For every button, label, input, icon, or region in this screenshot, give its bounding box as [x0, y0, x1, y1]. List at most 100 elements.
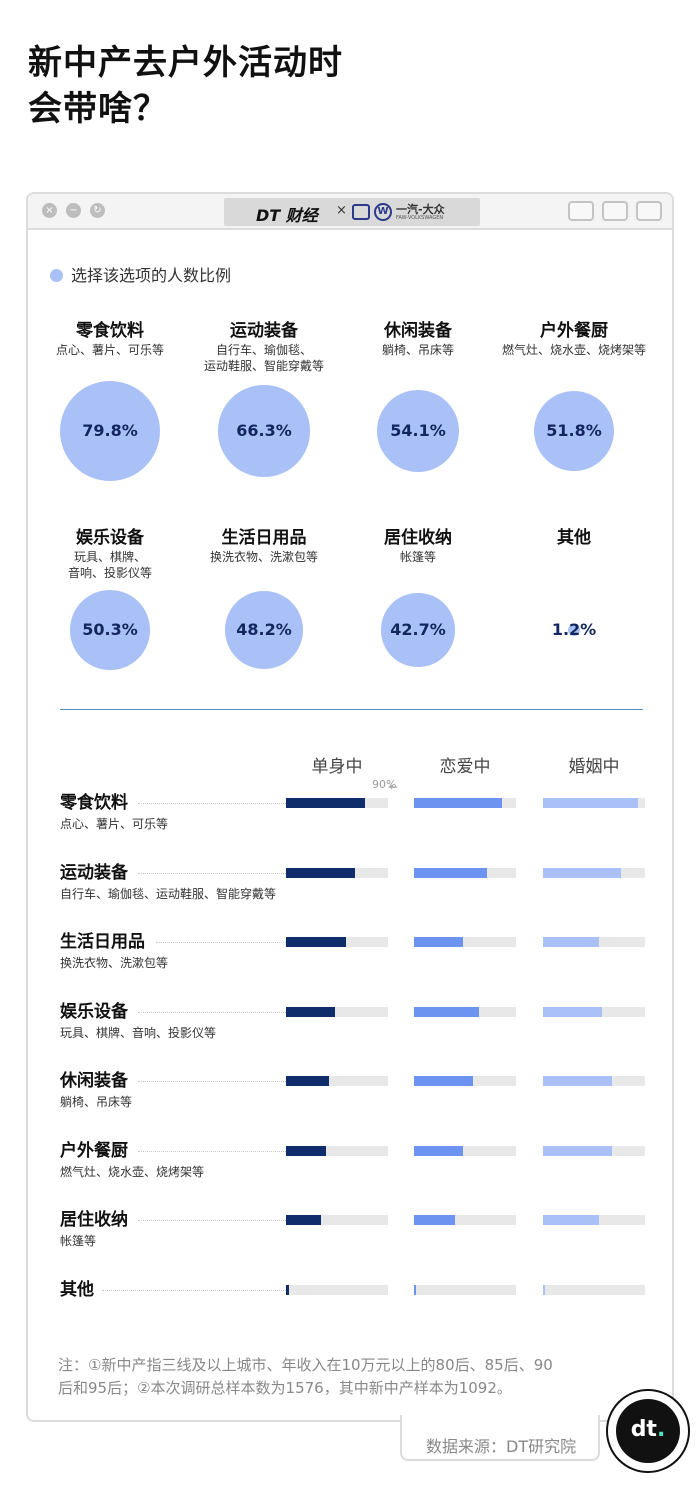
- bubble-value-label: 42.7%: [390, 620, 446, 639]
- bubble-category-desc: 自行车、瑜伽毯、: [215, 343, 312, 357]
- bubble-value-label: 79.8%: [82, 421, 138, 440]
- close-icon[interactable]: ×: [42, 203, 57, 218]
- bubble-category-name: 零食饮料: [76, 321, 144, 341]
- footnote-line-1: 注：①新中产指三线及以上城市、年收入在10万元以上的80后、85后、90: [58, 1356, 553, 1374]
- bar-track: [414, 867, 516, 878]
- minimize-icon[interactable]: −: [66, 203, 81, 218]
- page-title: 新中产去户外活动时 会带啥？: [28, 40, 343, 132]
- bar-category-name: 其他: [60, 1279, 94, 1300]
- dt-logo: DT 财经: [256, 206, 318, 225]
- bar-category-name: 生活日用品: [60, 932, 145, 952]
- bubble-category: 娱乐设备玩具、棋牌、 音响、投影仪等: [25, 527, 195, 581]
- bar: [414, 1145, 463, 1156]
- legend-label: 选择该选项的人数比例: [71, 266, 232, 285]
- bubble-category-name: 户外餐厨: [540, 321, 608, 341]
- bar-category-desc: 玩具、棋牌、音响、投影仪等: [60, 1025, 217, 1040]
- bar-track: [414, 937, 516, 947]
- column-header: 单身中: [311, 757, 363, 777]
- bubble-category-desc: 玩具、棋牌、: [73, 550, 146, 564]
- dt-badge-logo: dt.: [606, 1389, 690, 1473]
- bubble-category-name: 休闲装备: [384, 321, 452, 341]
- bar-category-desc: 点心、薯片、可乐等: [60, 817, 169, 831]
- faw-vw-logo-text: 一汽-大众: [396, 203, 445, 216]
- footnote-line-2: 后和95后；②本次调研总样本数为1576，其中新中产样本为1092。: [58, 1379, 512, 1397]
- bubble-category-desc: 帐篷等: [399, 550, 436, 564]
- bar: [543, 1006, 602, 1017]
- bubble: [225, 591, 303, 669]
- bar-track: [414, 1284, 516, 1295]
- bar-track: [286, 798, 388, 808]
- bar: [286, 1284, 290, 1295]
- bubble-category: 其他: [489, 527, 659, 549]
- bar-track: [286, 1076, 388, 1086]
- bar: [414, 1215, 455, 1225]
- bubble-category: 户外餐厨燃气灶、烧水壶、烧烤架等: [489, 320, 659, 358]
- bubble: [60, 381, 160, 481]
- bar: [414, 1284, 416, 1295]
- bar-category-desc: 帐篷等: [60, 1234, 97, 1248]
- row-guide-line: [138, 1011, 286, 1013]
- source-tab: [400, 1415, 600, 1461]
- bubble-category-name: 娱乐设备: [76, 528, 144, 548]
- bubble-category: 居住收纳 帐篷等: [333, 527, 503, 565]
- bubble-category-desc: 燃气灶、烧水壶、烧烤架等: [501, 343, 646, 357]
- record-icon[interactable]: [568, 201, 594, 221]
- bar-track: [414, 1215, 516, 1225]
- row-guide-line: [138, 1220, 286, 1221]
- bubble: [70, 590, 150, 670]
- bubble-category-desc: 点心、薯片、可乐等: [55, 343, 164, 357]
- share-icon[interactable]: [602, 201, 628, 221]
- bubble-value-label: 51.8%: [546, 421, 602, 440]
- faw-vw-logo-subtext: FAW-VOLKSWAGEN: [396, 215, 444, 221]
- bar: [286, 1006, 335, 1017]
- legend: 选择该选项的人数比例: [50, 262, 231, 286]
- bar: [543, 937, 599, 947]
- bar-track: [543, 798, 645, 808]
- data-source: 数据来源：DT研究院: [426, 1437, 577, 1456]
- bubble-value-label: 54.1%: [390, 421, 446, 440]
- row-guide-line: [156, 942, 286, 943]
- bar-category-desc: 燃气灶、烧水壶、烧烤架等: [60, 1164, 205, 1179]
- bubble: [381, 593, 455, 667]
- column-header: 恋爱中: [439, 757, 491, 777]
- brand-bar: DT 财经 × W 一汽-大众 FAW-VOLKSWAGEN: [224, 198, 480, 226]
- window-title-bar: × − ↻ DT 财经 × W 一汽-大众 FAW-VOLKSWAGEN: [28, 194, 672, 230]
- legend-swatch: [50, 269, 63, 282]
- bar-track: [543, 1076, 645, 1086]
- bar: [414, 1006, 479, 1017]
- bar-category-desc: 躺椅、吊床等: [60, 1095, 133, 1109]
- bar-track: [414, 1145, 516, 1156]
- bar-track: [286, 1215, 388, 1225]
- bar-track: [543, 1284, 645, 1295]
- window-icon[interactable]: [636, 201, 662, 221]
- bar: [286, 1076, 330, 1086]
- bar-track: [286, 1006, 388, 1017]
- row-guide-line: [138, 1081, 286, 1082]
- row-guide-line: [138, 872, 286, 874]
- row-guide-line: [138, 1150, 286, 1152]
- bubble: [567, 623, 581, 637]
- bar-track: [414, 1076, 516, 1086]
- bubble-category-desc: 音响、投影仪等: [67, 566, 152, 580]
- bar-category-name: 居住收纳: [60, 1210, 128, 1230]
- bar-track: [286, 867, 388, 878]
- faw-emblem-icon: [352, 204, 370, 220]
- bubble: [218, 385, 310, 477]
- bar: [286, 937, 347, 947]
- section-divider: [60, 709, 643, 710]
- bubble-value-label: 50.3%: [82, 620, 138, 639]
- bar: [286, 1145, 326, 1156]
- row-guide-line: [138, 803, 286, 804]
- bubble-category: 生活日用品 换洗衣物、洗漱包等: [179, 527, 349, 565]
- dt-badge-icon: dt.: [616, 1399, 680, 1463]
- bubble-category: 运动装备 自行车、瑜伽毯、 运动鞋服、智能穿戴等: [179, 320, 349, 374]
- bar-category-name: 运动装备: [60, 862, 128, 883]
- bar-category-desc: 换洗衣物、洗漱包等: [60, 956, 169, 970]
- bar-track: [543, 867, 645, 878]
- bubble-value-label: 48.2%: [236, 620, 292, 639]
- bar: [414, 937, 463, 947]
- bar: [543, 1076, 613, 1086]
- badge-dot: .: [656, 1417, 666, 1442]
- refresh-icon[interactable]: ↻: [90, 203, 105, 218]
- bar-track: [543, 1145, 645, 1156]
